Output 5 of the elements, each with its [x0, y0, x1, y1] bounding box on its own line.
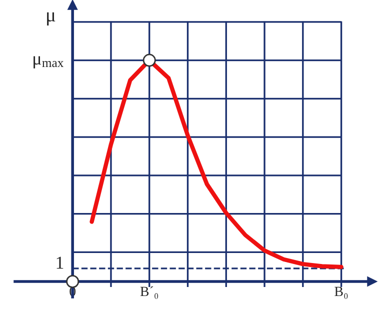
x-tick-label: B₀ — [334, 286, 348, 299]
text: 1 — [56, 256, 64, 269]
text: μ$_{max}$ — [34, 56, 64, 68]
x-tick-label: B´₀ — [140, 286, 158, 299]
y-axis-title: μ — [47, 12, 56, 26]
